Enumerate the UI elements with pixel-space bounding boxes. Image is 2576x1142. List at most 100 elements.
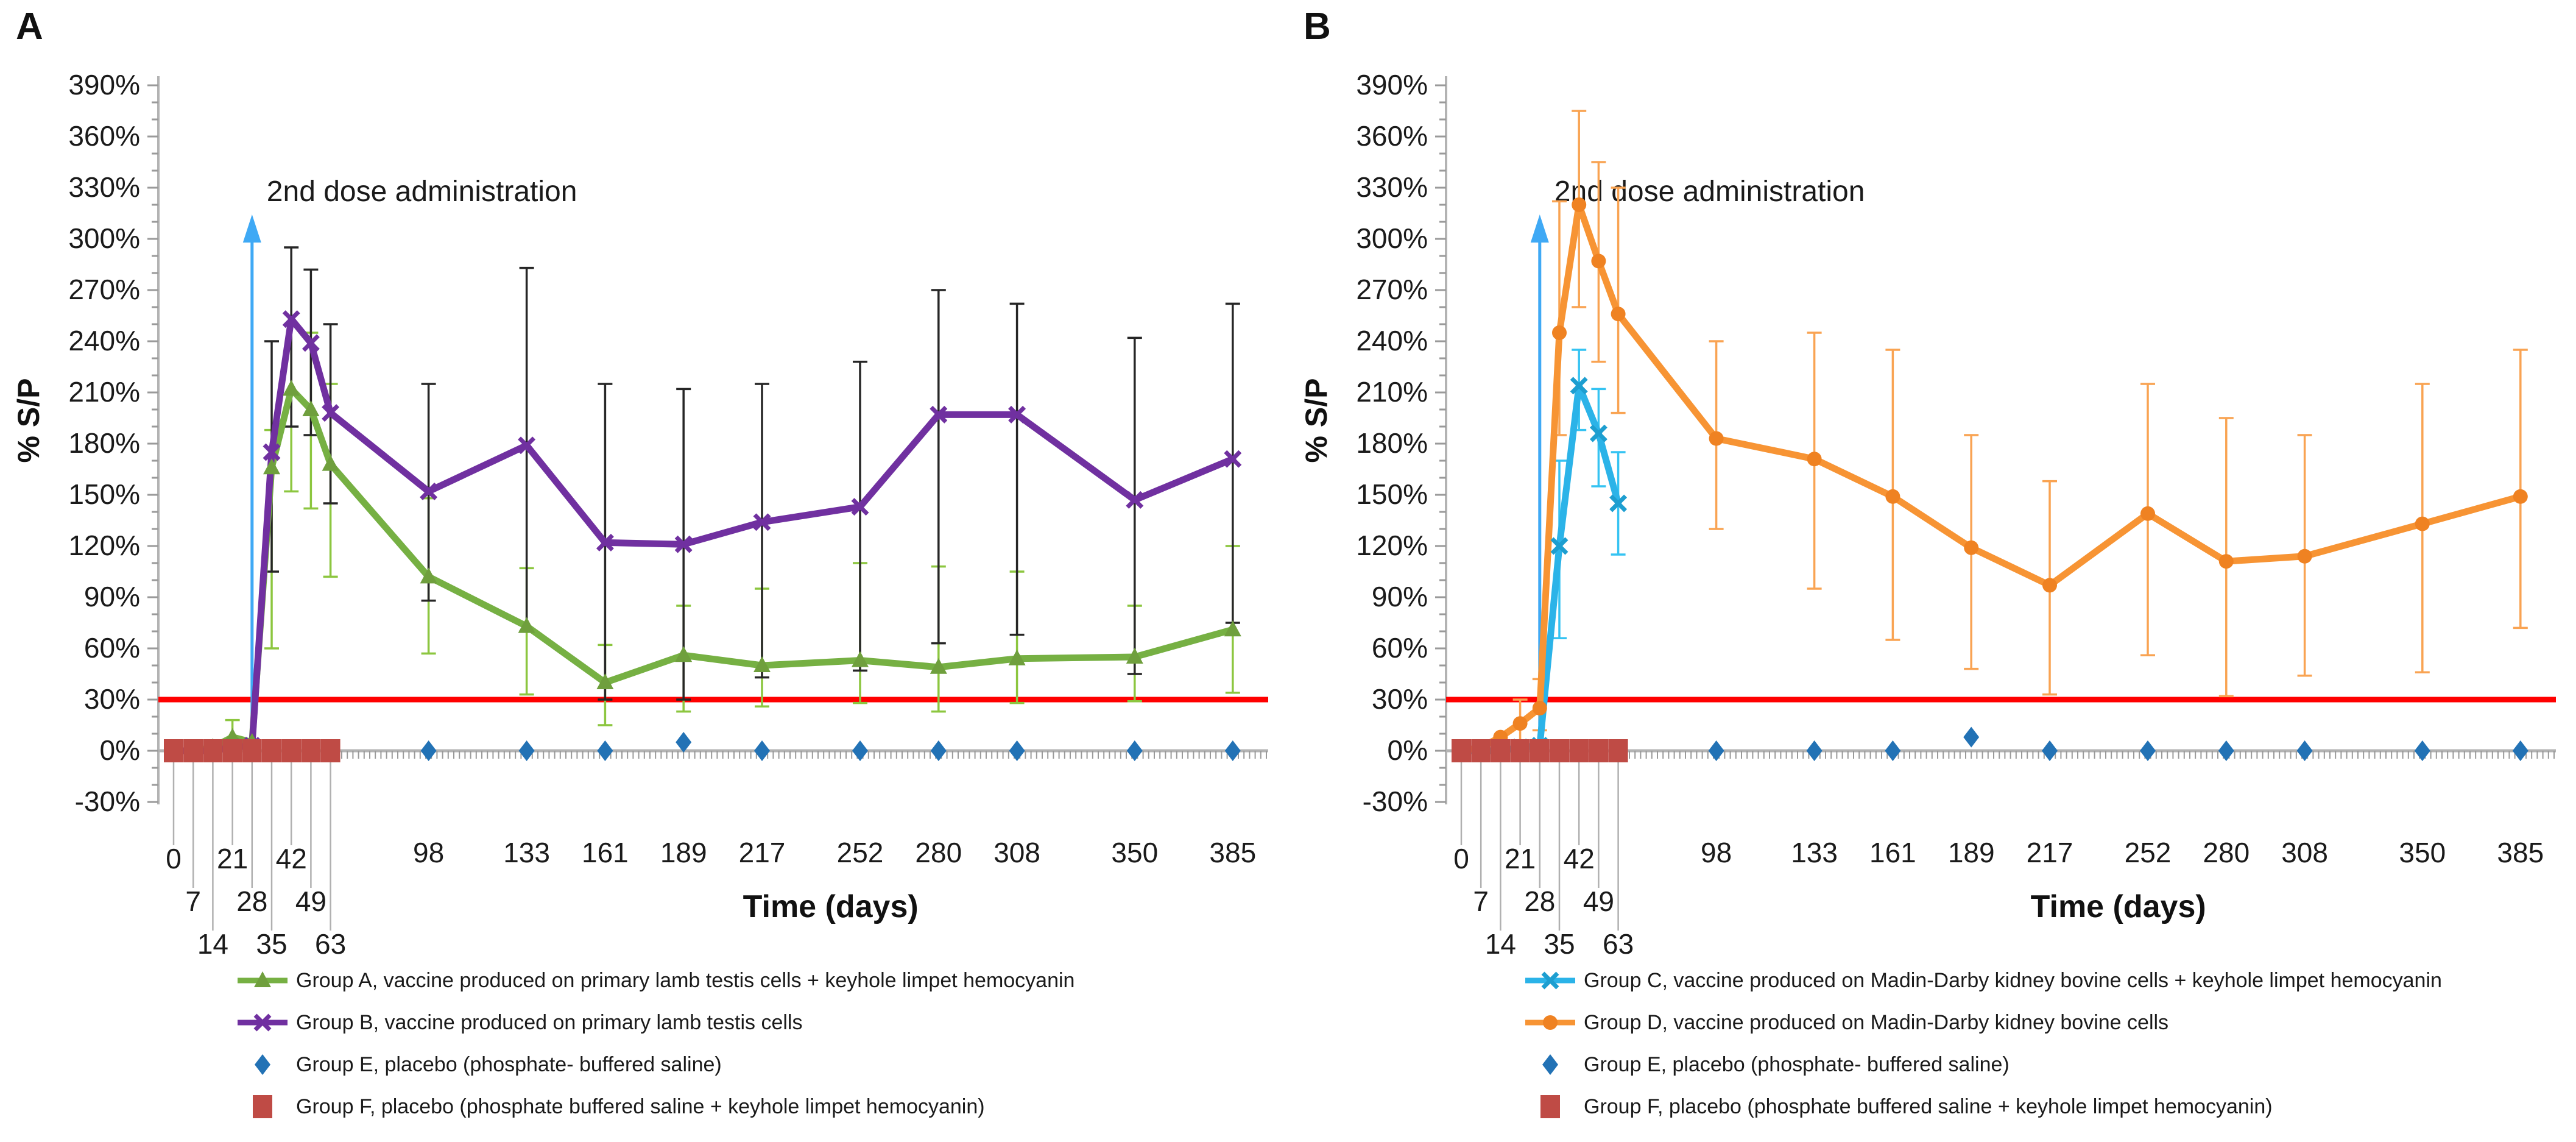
triangle-marker	[1126, 648, 1143, 664]
y-tick-label: 270%	[1356, 274, 1428, 305]
square-marker	[1569, 739, 1589, 762]
x-axis-title: Time (days)	[743, 889, 919, 924]
diamond-marker	[597, 740, 613, 761]
y-axis-title: % S/P	[1299, 378, 1333, 463]
circle-marker	[2140, 506, 2155, 521]
x-tick-label: 350	[2399, 837, 2446, 868]
square-marker	[301, 739, 321, 762]
circle-marker	[1885, 489, 1900, 504]
y-tick-label: 300%	[1356, 222, 1428, 254]
square-marker	[320, 739, 341, 762]
y-tick-label: 330%	[68, 171, 140, 203]
error-bar	[2513, 349, 2528, 630]
x-marker	[282, 310, 300, 328]
x-tick-label: 28	[1524, 885, 1555, 917]
x-marker	[674, 535, 693, 553]
x-marker	[1550, 537, 1569, 555]
x-tick-label: 63	[1603, 928, 1634, 960]
x-tick-label: 133	[1791, 837, 1838, 868]
legend-item: Group F, placebo (phosphate buffered sal…	[1523, 1094, 2575, 1119]
circle-marker	[1552, 325, 1567, 340]
y-tick-label: 240%	[68, 325, 140, 356]
triangle-marker	[1224, 620, 1241, 637]
diamond-marker	[2414, 740, 2430, 761]
x-tick-label: 49	[295, 885, 326, 917]
x-tick-label: 308	[2281, 837, 2328, 868]
legend-item-label: Group B, vaccine produced on primary lam…	[296, 1010, 803, 1034]
y-tick-label: 60%	[84, 632, 140, 664]
triangle-marker	[254, 971, 271, 987]
square-marker	[262, 739, 281, 762]
y-tick-label: 390%	[68, 69, 140, 101]
legend-item-label: Group F, placebo (phosphate buffered sal…	[1584, 1094, 2273, 1118]
square-marker	[164, 739, 183, 762]
y-tick-label: 360%	[68, 120, 140, 152]
square-marker	[1550, 739, 1569, 762]
y-tick-label: 30%	[1372, 683, 1428, 715]
x-tick-label: 308	[993, 837, 1040, 868]
y-tick-label: 300%	[68, 222, 140, 254]
x-tick-label: 0	[166, 843, 182, 874]
diamond-marker	[2218, 740, 2234, 761]
series-line	[170, 385, 1237, 754]
circle-marker	[2415, 516, 2430, 531]
x-marker	[753, 513, 771, 531]
y-tick-label: 120%	[1356, 530, 1428, 561]
y-tick-label: 270%	[68, 274, 140, 305]
x-marker	[851, 498, 869, 516]
x-marker	[263, 443, 281, 461]
diamond-marker	[1542, 1054, 1558, 1075]
y-tick-label: 240%	[1356, 325, 1428, 356]
square-marker	[281, 739, 302, 762]
x-tick-label: 28	[236, 885, 267, 917]
diamond-marker	[676, 732, 692, 753]
diamond-marker	[1009, 740, 1025, 761]
y-tick-label: 0%	[100, 734, 140, 766]
triangle-marker	[263, 458, 280, 475]
x-marker	[518, 436, 536, 455]
panel-b-label: B	[1304, 5, 1331, 48]
y-tick-label: 90%	[84, 581, 140, 612]
x-marker	[420, 482, 438, 500]
y-tick-label: 150%	[1356, 478, 1428, 510]
error-bar	[1009, 302, 1025, 636]
diamond-marker	[2296, 740, 2313, 761]
y-tick-label: 90%	[1372, 581, 1428, 612]
legend-panel-b: Group C, vaccine produced on Madin-Darby…	[1523, 968, 2575, 1119]
x-tick-label: 14	[1485, 928, 1516, 960]
legend-panel-a: Group A, vaccine produced on primary lam…	[235, 968, 1288, 1119]
y-tick-label: -30%	[75, 786, 140, 817]
y-tick-label: 60%	[1372, 632, 1428, 664]
legend-marker-icon	[1540, 1095, 1560, 1118]
x-tick-label: 161	[582, 837, 629, 868]
error-bar	[931, 289, 946, 645]
diamond-marker	[1963, 726, 1980, 748]
y-tick-label: 210%	[1356, 376, 1428, 408]
x-tick-label: 189	[660, 837, 707, 868]
circle-marker	[2042, 578, 2057, 593]
x-tick-label: 42	[1564, 843, 1595, 874]
legend-item-label: Group E, placebo (phosphate- buffered sa…	[296, 1052, 722, 1076]
legend-item: Group E, placebo (phosphate- buffered sa…	[235, 1052, 1288, 1077]
legend-marker-icon	[255, 1054, 270, 1075]
dose-arrow-head-icon	[242, 215, 261, 243]
legend-marker-icon	[238, 971, 288, 987]
legend-marker-icon	[253, 1095, 272, 1118]
error-bar	[755, 383, 769, 679]
y-tick-label: 0%	[1388, 734, 1428, 766]
triangle-marker	[302, 400, 320, 416]
square-marker	[183, 739, 203, 762]
legend-item: Group F, placebo (phosphate buffered sal…	[235, 1094, 1288, 1119]
y-tick-label: 120%	[68, 530, 140, 561]
y-tick-label: 210%	[68, 376, 140, 408]
triangle-marker	[596, 673, 614, 689]
x-marker	[1570, 377, 1588, 395]
square-marker	[242, 739, 262, 762]
legend-marker-icon	[238, 1013, 288, 1032]
circle-marker	[1807, 452, 1822, 467]
panel-a-label: A	[16, 5, 43, 48]
square-marker	[222, 739, 242, 762]
square-marker	[1540, 1095, 1560, 1118]
x-tick-label: 280	[915, 837, 962, 868]
